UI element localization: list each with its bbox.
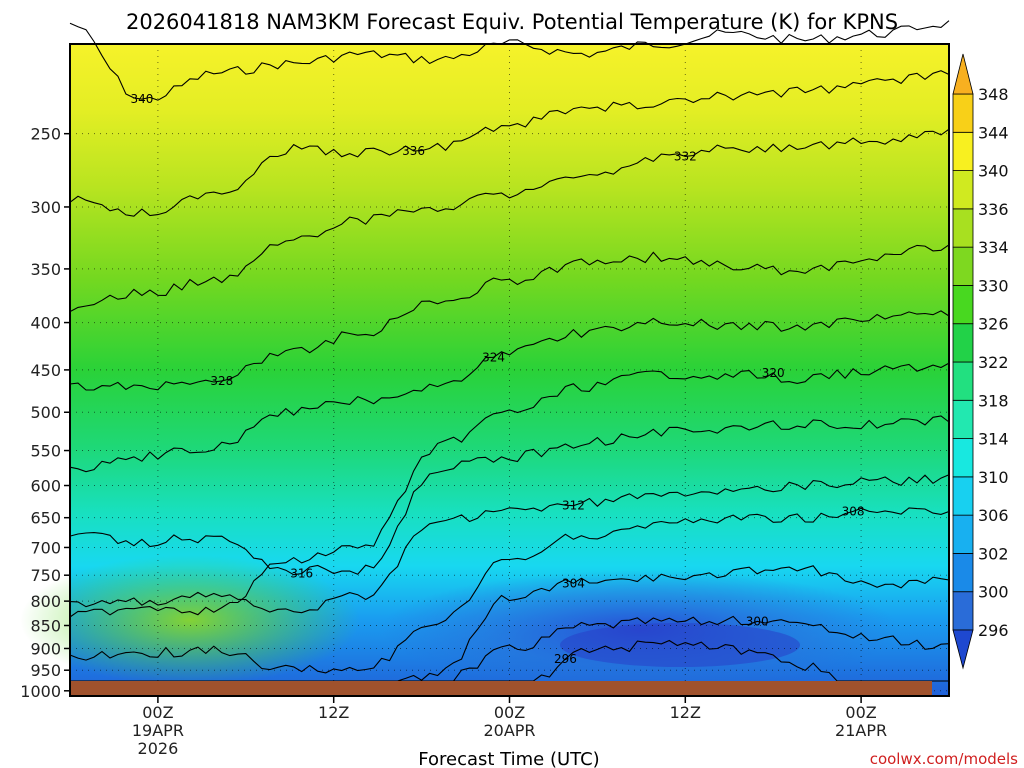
colorbar-segment	[952, 361, 974, 401]
y-tick-label: 900	[30, 639, 61, 658]
contour-label-340: 340	[130, 92, 153, 106]
x-axis-label: Forecast Time (UTC)	[418, 749, 599, 768]
contour-340	[69, 20, 950, 101]
x-tick-label: 00Z	[845, 703, 876, 722]
colorbar-segment	[952, 93, 974, 133]
y-tick-label: 600	[30, 477, 61, 496]
colorbar-tick-label: 296	[978, 621, 1009, 640]
y-axis: 250 300 350 400 450 500 550 600 650 700 750 800 850 9…	[20, 125, 70, 701]
colorbar-tick-label: 314	[978, 430, 1009, 449]
y-tick-label: 250	[30, 125, 61, 144]
colorbar-tick-label: 318	[978, 391, 1009, 410]
y-tick-label: 850	[30, 616, 61, 635]
colorbar-tick-label: 310	[978, 468, 1009, 487]
contour-316	[69, 415, 950, 576]
colorbar-tick-label: 336	[978, 200, 1009, 219]
y-tick-label: 400	[30, 314, 61, 333]
y-tick-label: 800	[30, 592, 61, 611]
contour-label-324: 324	[482, 350, 505, 364]
colorbar-bottom-arrow	[952, 629, 974, 670]
contour-308	[69, 507, 950, 674]
contour-332	[69, 128, 950, 313]
x-tick-label2: 19APR	[132, 721, 184, 740]
colorbar-top-arrow	[952, 53, 974, 95]
contour-312	[69, 474, 950, 614]
credit-text: coolwx.com/models	[870, 750, 1018, 768]
contour-label-300: 300	[746, 614, 769, 628]
colorbar-segment	[952, 131, 974, 171]
contour-label-304: 304	[562, 576, 585, 590]
colorbar-segment	[952, 438, 974, 478]
y-tick-label: 750	[30, 566, 61, 585]
x-tick-label: 00Z	[494, 703, 525, 722]
contour-320	[69, 362, 950, 618]
contour-label-332: 332	[674, 149, 697, 163]
y-tick-label: 950	[30, 661, 61, 680]
y-tick-label: 500	[30, 403, 61, 422]
colorbar-segment	[952, 208, 974, 248]
contour-label-312: 312	[562, 499, 585, 513]
colorbar-tick-label: 334	[978, 238, 1009, 257]
contour-label-296: 296	[554, 652, 577, 666]
x-tick-label: 12Z	[670, 703, 701, 722]
y-tick-label: 350	[30, 260, 61, 279]
contour-label-308: 308	[842, 504, 865, 518]
colorbar-tick-label: 340	[978, 162, 1009, 181]
colorbar-tick-label: 302	[978, 544, 1009, 563]
warm-boundary-layer	[20, 555, 360, 685]
y-tick-label: 450	[30, 361, 61, 380]
y-tick-label: 650	[30, 509, 61, 528]
y-tick-label: 700	[30, 538, 61, 557]
x-tick-label: 12Z	[318, 703, 349, 722]
ground-terrain	[70, 681, 932, 695]
colorbar-segment	[952, 170, 974, 210]
chart-title: 2026041818 NAM3KM Forecast Equiv. Potent…	[126, 10, 898, 34]
contour-label-320: 320	[762, 366, 785, 380]
colorbar-tick-label: 344	[978, 123, 1009, 142]
colorbar-tick-label: 330	[978, 276, 1009, 295]
colorbar-segment	[952, 476, 974, 516]
colorbar-segment	[952, 399, 974, 439]
contour-336	[69, 70, 950, 217]
colorbar-tick-label: 306	[978, 506, 1009, 525]
colorbar-segment	[952, 553, 974, 593]
y-tick-label: 1000	[20, 682, 61, 701]
colorbar-segment	[952, 514, 974, 554]
y-tick-label: 300	[30, 198, 61, 217]
colorbar: 296 300 302 306 310 314 318 322 326 330 334 336 340 3…	[952, 53, 1009, 670]
x-tick-label2: 21APR	[835, 721, 887, 740]
contour-label-328: 328	[210, 374, 233, 388]
colorbar-segment	[952, 323, 974, 363]
x-tick-label: 00Z	[142, 703, 173, 722]
colorbar-tick-label: 300	[978, 583, 1009, 602]
contour-328	[69, 244, 950, 391]
colorbar-tick-label: 322	[978, 353, 1009, 372]
colorbar-segment	[952, 246, 974, 286]
x-tick-label2: 20APR	[483, 721, 535, 740]
colorbar-tick-label: 348	[978, 85, 1009, 104]
contour-324	[69, 310, 950, 473]
contour-label-336: 336	[402, 144, 425, 158]
colorbar-tick-label: 326	[978, 315, 1009, 334]
colorbar-segment	[952, 285, 974, 325]
colorbar-segment	[952, 591, 974, 631]
contour-label-316: 316	[290, 567, 313, 581]
y-tick-label: 550	[30, 442, 61, 461]
x-tick-label3: 2026	[138, 739, 179, 758]
